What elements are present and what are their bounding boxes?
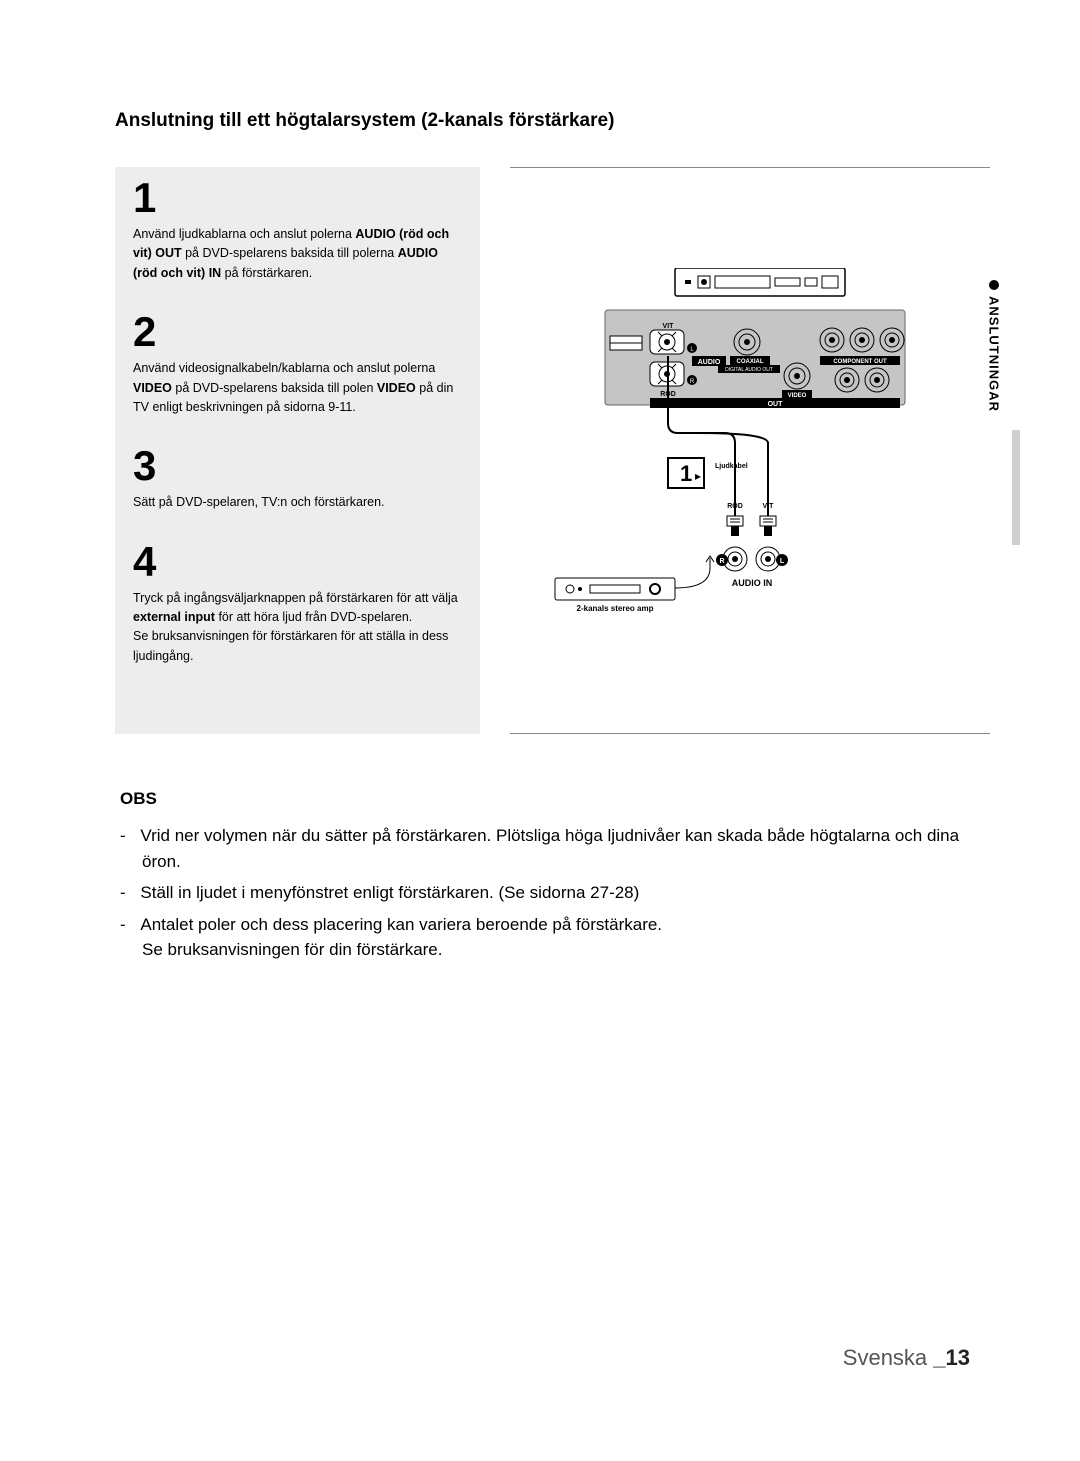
- step-number: 4: [133, 541, 462, 583]
- svg-text:AUDIO: AUDIO: [698, 359, 721, 366]
- svg-text:VIT: VIT: [763, 503, 775, 510]
- obs-item: Vrid ner volymen när du sätter på förstä…: [120, 823, 985, 874]
- obs-section: OBS Vrid ner volymen när du sätter på fö…: [115, 789, 990, 963]
- footer-page-number: _13: [933, 1345, 970, 1370]
- step-number: 2: [133, 311, 462, 353]
- amplifier: 2-kanals stereo amp: [555, 578, 675, 613]
- svg-text:VIDEO: VIDEO: [788, 393, 807, 399]
- dvd-rear-panel: VIT L RÖD: [605, 310, 905, 408]
- side-tab-label: ANSLUTNINGAR: [987, 296, 1002, 412]
- step-text: Sätt på DVD-spelaren, TV:n och förstärka…: [133, 493, 462, 512]
- step-number: 3: [133, 445, 462, 487]
- step-text: Tryck på ingångsväljarknappen på förstär…: [133, 589, 462, 667]
- step-text: Använd ljudkablarna och anslut polerna A…: [133, 225, 462, 283]
- svg-text:1: 1: [680, 461, 692, 486]
- svg-text:COMPONENT OUT: COMPONENT OUT: [833, 359, 887, 365]
- divider: [510, 167, 990, 168]
- dvd-front-panel: [675, 268, 845, 296]
- svg-text:OUT: OUT: [768, 401, 784, 408]
- step-3: 3 Sätt på DVD-spelaren, TV:n och förstär…: [133, 445, 462, 512]
- svg-text:AUDIO IN: AUDIO IN: [732, 578, 773, 588]
- obs-heading: OBS: [120, 789, 985, 809]
- obs-item: Antalet poler och dess placering kan var…: [120, 912, 985, 963]
- connection-diagram: VIT L RÖD: [510, 268, 990, 698]
- svg-text:RÖD: RÖD: [727, 501, 743, 510]
- svg-text:▸: ▸: [695, 469, 701, 483]
- svg-text:DIGITAL AUDIO OUT: DIGITAL AUDIO OUT: [725, 367, 773, 373]
- step-1: 1 Använd ljudkablarna och anslut polerna…: [133, 177, 462, 283]
- svg-text:Ljudkabel: Ljudkabel: [715, 463, 748, 470]
- divider: [510, 733, 990, 734]
- step-2: 2 Använd videosignalkabeln/kablarna och …: [133, 311, 462, 417]
- svg-text:L: L: [780, 558, 785, 565]
- side-tab: ANSLUTNINGAR: [983, 280, 1005, 540]
- svg-text:COAXIAL: COAXIAL: [737, 359, 764, 365]
- step-text: Använd videosignalkabeln/kablarna och an…: [133, 359, 462, 417]
- footer-language: Svenska: [843, 1345, 934, 1370]
- svg-text:R: R: [719, 558, 724, 565]
- diagram-column: VIT L RÖD: [510, 167, 990, 734]
- step-number: 1: [133, 177, 462, 219]
- svg-text:VIT: VIT: [663, 323, 675, 330]
- step-4: 4 Tryck på ingångsväljarknappen på först…: [133, 541, 462, 667]
- svg-text:R: R: [690, 379, 695, 385]
- steps-panel: 1 Använd ljudkablarna och anslut polerna…: [115, 167, 480, 734]
- svg-text:2-kanals stereo amp: 2-kanals stereo amp: [577, 604, 654, 613]
- bullet-icon: [989, 280, 999, 290]
- obs-list: Vrid ner volymen när du sätter på förstä…: [120, 823, 985, 963]
- obs-item: Ställ in ljudet i menyfönstret enligt fö…: [120, 880, 985, 906]
- page-title: Anslutning till ett högtalarsystem (2-ka…: [115, 110, 990, 132]
- side-bar-decoration: [1012, 430, 1020, 545]
- page-footer: Svenska _13: [843, 1345, 970, 1371]
